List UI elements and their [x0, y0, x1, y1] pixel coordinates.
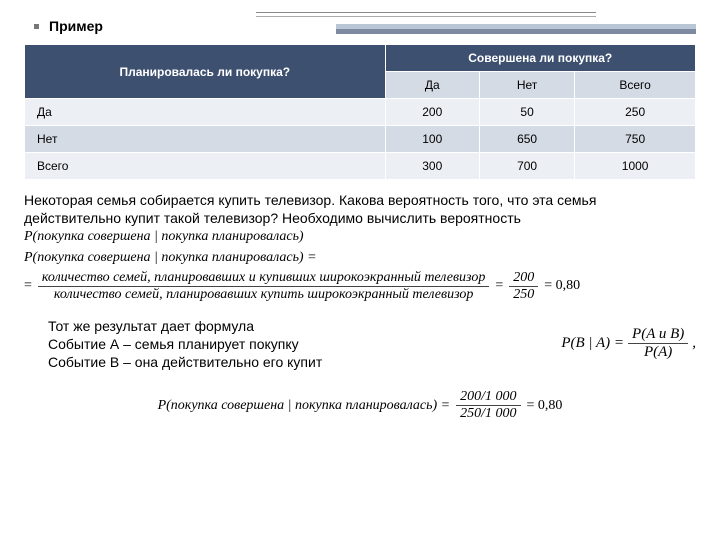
bayes-lhs: P(B | A) =: [561, 335, 624, 352]
title-row: Пример: [24, 18, 696, 34]
table-row: Всего 300 700 1000: [25, 153, 696, 180]
subcol-net: Нет: [479, 72, 574, 99]
row-label: Всего: [25, 153, 386, 180]
fraction-num2: 200: [509, 270, 538, 287]
table-row: Нет 100 650 750: [25, 126, 696, 153]
final-result: = 0,80: [527, 398, 563, 414]
bayes-fraction: P(A и B) P(A): [628, 326, 688, 361]
page-title: Пример: [49, 18, 103, 34]
fraction-words: количество семей, планировавших и купивш…: [38, 270, 489, 303]
cell: 100: [385, 126, 479, 153]
fraction-den2: 250: [509, 287, 538, 303]
final-formula: P(покупка совершена | покупка планировал…: [24, 389, 696, 422]
cell: 750: [575, 126, 696, 153]
fraction-num: количество семей, планировавших и купивш…: [38, 270, 489, 287]
paragraph-1-text: Некоторая семья собирается купить телеви…: [24, 192, 596, 226]
bayes-formula: P(B | A) = P(A и B) P(A) ,: [561, 326, 696, 361]
event-text: Тот же результат дает формула Событие А …: [48, 317, 322, 372]
col-header-left: Планировалась ли покупка?: [25, 45, 386, 99]
line-c: Событие В – она действительно его купит: [48, 353, 322, 371]
fraction-numbers: 200 250: [509, 270, 538, 303]
bayes-den: P(A): [640, 344, 676, 361]
paragraph-1: Некоторая семья собирается купить телеви…: [24, 192, 696, 246]
table-row: Да 200 50 250: [25, 99, 696, 126]
subcol-da: Да: [385, 72, 479, 99]
cell: 50: [479, 99, 574, 126]
cell: 200: [385, 99, 479, 126]
final-lhs: P(покупка совершена | покупка планировал…: [158, 398, 451, 414]
col-header-right: Совершена ли покупка?: [385, 45, 695, 72]
cell: 300: [385, 153, 479, 180]
cell: 250: [575, 99, 696, 126]
decor-line-top: [256, 12, 596, 17]
formula-lhs: P(покупка совершена | покупка планировал…: [24, 250, 317, 266]
bayes-num: P(A и B): [628, 326, 688, 344]
data-table: Планировалась ли покупка? Совершена ли п…: [24, 44, 696, 180]
cell: 650: [479, 126, 574, 153]
formula-expanded: P(покупка совершена | покупка планировал…: [24, 250, 696, 266]
inline-formula: P(покупка совершена | покупка планировал…: [24, 229, 304, 244]
line-b: Событие А – семья планирует покупку: [48, 335, 322, 353]
row-label: Да: [25, 99, 386, 126]
cell: 1000: [575, 153, 696, 180]
formula-fraction: = количество семей, планировавших и купи…: [24, 270, 696, 303]
final-den: 250/1 000: [456, 406, 520, 422]
bullet-icon: [34, 24, 39, 29]
final-fraction: 200/1 000 250/1 000: [456, 389, 520, 422]
final-num: 200/1 000: [456, 389, 520, 406]
fraction-result: = 0,80: [544, 278, 580, 294]
subcol-total: Всего: [575, 72, 696, 99]
row-label: Нет: [25, 126, 386, 153]
cell: 700: [479, 153, 574, 180]
fraction-den: количество семей, планировавших купить ш…: [50, 287, 478, 303]
line-a: Тот же результат дает формула: [48, 317, 322, 335]
